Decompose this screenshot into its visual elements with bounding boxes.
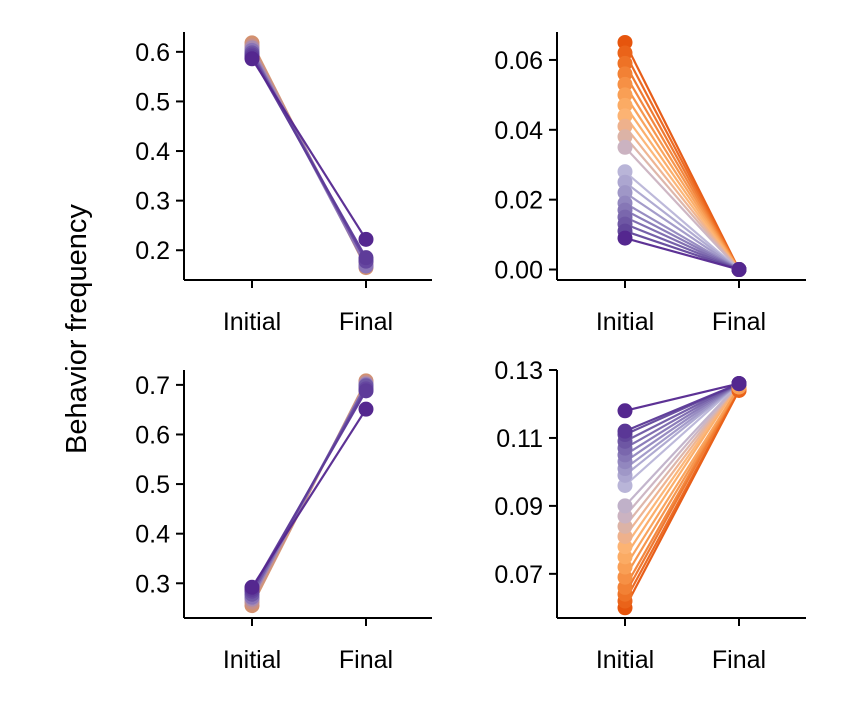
- data-point: [617, 34, 633, 50]
- data-point: [617, 403, 633, 419]
- y-tick-label: 0.06: [494, 47, 543, 75]
- data-point: [731, 262, 747, 278]
- panel-bottom-right: 0.07 0.09 0.11 0.13 Initial Final: [494, 357, 806, 674]
- series-line: [624, 223, 740, 271]
- series-line: [624, 382, 740, 487]
- data-point: [617, 76, 633, 92]
- data-point: [617, 185, 633, 201]
- data-point: [617, 55, 633, 71]
- y-tick-label: 0.09: [494, 493, 543, 521]
- data-point: [617, 498, 633, 514]
- data-point: [358, 250, 374, 266]
- data-point: [731, 376, 747, 392]
- y-tick-label: 0.4: [135, 521, 170, 549]
- data-point: [617, 423, 633, 439]
- data-point: [617, 164, 633, 180]
- x-tick-label: Final: [339, 646, 393, 674]
- y-tick-label: 0.11: [496, 425, 543, 453]
- y-tick-label: 0.13: [494, 357, 543, 385]
- data-point: [358, 231, 374, 247]
- panel-bottom-left: 0.3 0.4 0.5 0.6 0.7 Initial Final: [135, 370, 432, 674]
- x-tick-label: Final: [339, 308, 393, 336]
- x-tick-label: Initial: [596, 308, 654, 336]
- panel-top-left: 0.2 0.3 0.4 0.5 0.6 Initial Final: [135, 32, 432, 336]
- x-tick-label: Initial: [596, 646, 654, 674]
- series-line: [624, 382, 740, 527]
- series-line: [624, 125, 740, 271]
- x-tick-label: Final: [712, 646, 766, 674]
- data-point: [244, 51, 260, 67]
- y-tick-label: 0.2: [135, 237, 170, 265]
- series-line: [624, 382, 740, 507]
- x-tick-label: Final: [712, 308, 766, 336]
- y-tick-label: 0.5: [135, 88, 170, 116]
- y-tick-label: 0.00: [494, 257, 543, 285]
- series-line: [624, 191, 740, 271]
- series-line: [251, 408, 367, 588]
- x-tick-label: Initial: [223, 646, 281, 674]
- y-tick-label: 0.4: [135, 138, 170, 166]
- y-tick-label: 0.04: [494, 117, 543, 145]
- panel-top-right: 0.00 0.02 0.04 0.06 Initial Final: [494, 32, 806, 336]
- data-point: [358, 401, 374, 417]
- series-line: [624, 181, 740, 271]
- data-point: [617, 129, 633, 145]
- series-line: [251, 58, 367, 240]
- y-tick-label: 0.3: [135, 570, 170, 598]
- y-tick-label: 0.6: [135, 421, 170, 449]
- x-tick-label: Initial: [223, 308, 281, 336]
- y-tick-label: 0.07: [494, 561, 543, 589]
- series-line: [624, 382, 740, 433]
- y-tick-label: 0.5: [135, 471, 170, 499]
- y-tick-label: 0.02: [494, 187, 543, 215]
- data-point: [617, 87, 633, 103]
- series-line: [624, 382, 740, 412]
- data-point: [617, 45, 633, 61]
- series-line: [624, 389, 740, 602]
- data-point: [358, 383, 374, 399]
- y-tick-label: 0.3: [135, 188, 170, 216]
- series-line: [624, 170, 740, 271]
- data-point: [617, 118, 633, 134]
- series-line: [624, 382, 740, 517]
- series-line: [624, 136, 740, 271]
- data-point: [617, 66, 633, 82]
- data-point: [617, 174, 633, 190]
- y-tick-label: 0.7: [135, 372, 170, 400]
- series-line: [624, 146, 740, 271]
- data-point: [617, 139, 633, 155]
- data-point: [617, 97, 633, 113]
- y-axis-label: Behavior frequency: [61, 204, 93, 454]
- series-line: [624, 386, 740, 568]
- data-point: [244, 579, 260, 595]
- y-tick-label: 0.6: [135, 39, 170, 67]
- series-line: [624, 230, 740, 271]
- data-point: [617, 108, 633, 124]
- data-point: [617, 230, 633, 246]
- series-line: [624, 237, 740, 271]
